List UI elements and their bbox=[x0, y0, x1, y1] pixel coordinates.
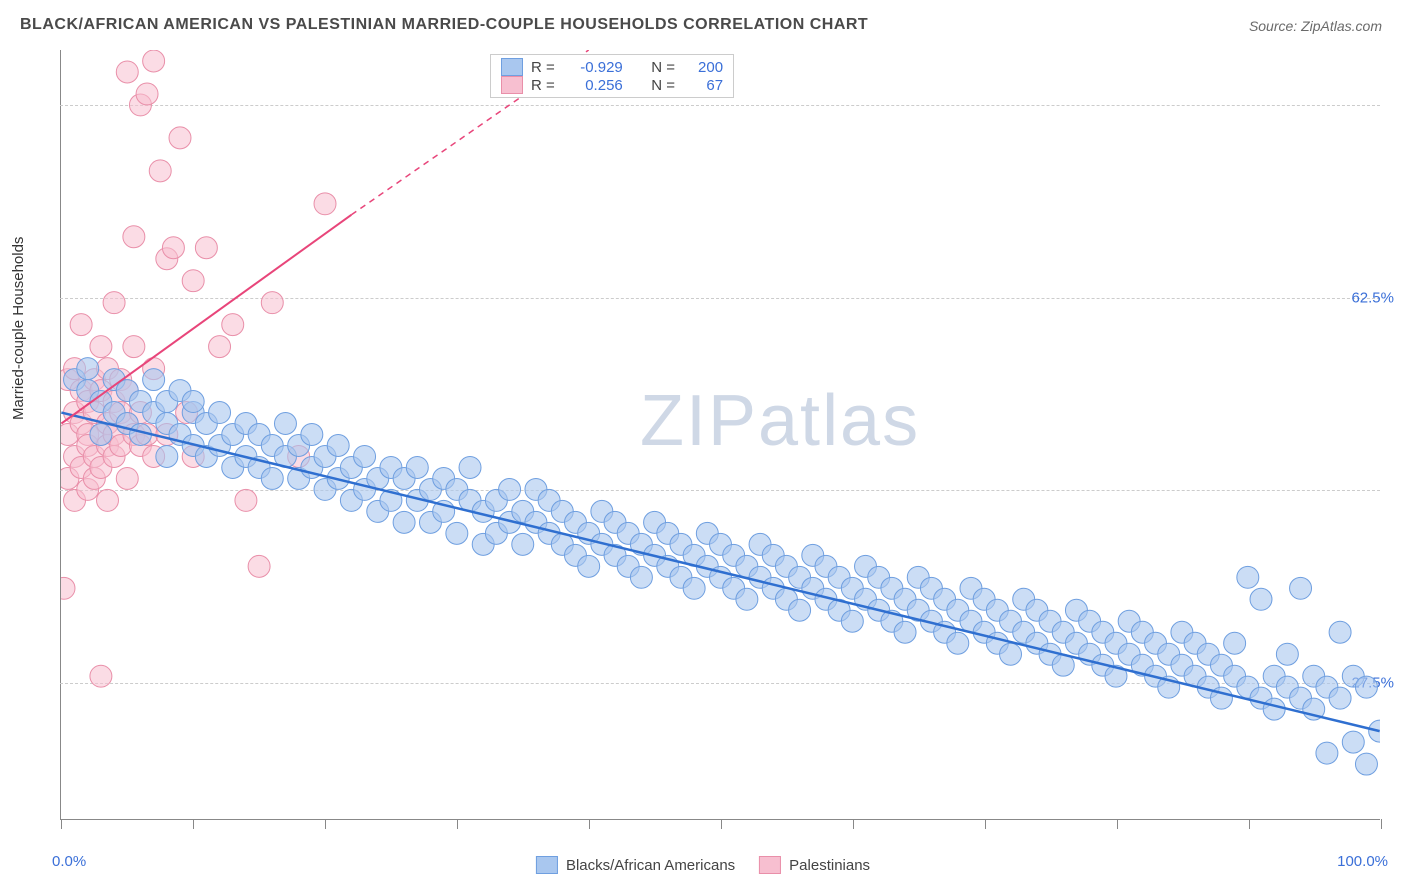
point-blue bbox=[789, 599, 811, 621]
legend-item-pink: Palestinians bbox=[759, 856, 870, 874]
point-blue bbox=[1263, 698, 1285, 720]
point-blue bbox=[301, 424, 323, 446]
legend-stats: R = -0.929 N = 200 R = 0.256 N = 67 bbox=[490, 54, 734, 98]
point-pink bbox=[70, 314, 92, 336]
legend-series: Blacks/African Americans Palestinians bbox=[536, 856, 870, 874]
point-blue bbox=[499, 478, 521, 500]
legend-n-value-pink: 67 bbox=[683, 77, 723, 94]
legend-r-value-pink: 0.256 bbox=[563, 77, 623, 94]
x-tick-mark-40 bbox=[589, 819, 590, 829]
point-blue bbox=[209, 402, 231, 424]
point-pink bbox=[314, 193, 336, 215]
y-axis-label: Married-couple Households bbox=[10, 237, 27, 420]
legend-r-label: R = bbox=[531, 59, 555, 76]
point-blue bbox=[630, 566, 652, 588]
point-pink bbox=[116, 467, 138, 489]
x-tick-100: 100.0% bbox=[1337, 853, 1388, 870]
point-blue bbox=[143, 369, 165, 391]
point-blue bbox=[512, 533, 534, 555]
point-pink bbox=[235, 489, 257, 511]
x-tick-0: 0.0% bbox=[52, 853, 86, 870]
point-blue bbox=[578, 555, 600, 577]
point-blue bbox=[1329, 687, 1351, 709]
legend-r-label: R = bbox=[531, 77, 555, 94]
point-blue bbox=[327, 435, 349, 457]
legend-label-blue: Blacks/African Americans bbox=[566, 857, 735, 874]
point-blue bbox=[77, 358, 99, 380]
point-blue bbox=[354, 445, 376, 467]
point-blue bbox=[841, 610, 863, 632]
plot-area bbox=[60, 50, 1380, 820]
point-pink bbox=[162, 237, 184, 259]
x-tick-mark-90 bbox=[1249, 819, 1250, 829]
point-pink bbox=[209, 336, 231, 358]
x-tick-mark-0 bbox=[61, 819, 62, 829]
legend-n-value-blue: 200 bbox=[683, 59, 723, 76]
point-blue bbox=[274, 413, 296, 435]
point-blue bbox=[1355, 753, 1377, 775]
point-pink bbox=[103, 292, 125, 314]
legend-r-value-blue: -0.929 bbox=[563, 59, 623, 76]
point-pink bbox=[90, 665, 112, 687]
point-pink bbox=[248, 555, 270, 577]
legend-label-pink: Palestinians bbox=[789, 857, 870, 874]
legend-swatch-pink bbox=[759, 856, 781, 874]
point-blue bbox=[90, 424, 112, 446]
x-tick-mark-20 bbox=[325, 819, 326, 829]
point-blue bbox=[459, 456, 481, 478]
legend-swatch-pink bbox=[501, 76, 523, 94]
source-attribution: Source: ZipAtlas.com bbox=[1249, 18, 1382, 34]
point-pink bbox=[195, 237, 217, 259]
point-blue bbox=[1276, 643, 1298, 665]
point-blue bbox=[446, 522, 468, 544]
point-pink bbox=[97, 489, 119, 511]
point-pink bbox=[143, 50, 165, 72]
point-blue bbox=[947, 632, 969, 654]
point-pink bbox=[123, 336, 145, 358]
legend-row-blue: R = -0.929 N = 200 bbox=[501, 58, 723, 76]
point-blue bbox=[1329, 621, 1351, 643]
point-blue bbox=[1290, 577, 1312, 599]
point-blue bbox=[1224, 632, 1246, 654]
chart-title: BLACK/AFRICAN AMERICAN VS PALESTINIAN MA… bbox=[20, 16, 868, 34]
legend-item-blue: Blacks/African Americans bbox=[536, 856, 735, 874]
x-tick-mark-50 bbox=[721, 819, 722, 829]
point-blue bbox=[1250, 588, 1272, 610]
legend-n-label: N = bbox=[651, 77, 675, 94]
legend-swatch-blue bbox=[501, 58, 523, 76]
point-blue bbox=[683, 577, 705, 599]
point-pink bbox=[116, 61, 138, 83]
legend-row-pink: R = 0.256 N = 67 bbox=[501, 76, 723, 94]
point-blue bbox=[156, 445, 178, 467]
point-pink bbox=[169, 127, 191, 149]
point-pink bbox=[90, 336, 112, 358]
point-blue bbox=[736, 588, 758, 610]
chart-svg bbox=[61, 50, 1380, 819]
legend-swatch-blue bbox=[536, 856, 558, 874]
point-blue bbox=[894, 621, 916, 643]
x-tick-mark-60 bbox=[853, 819, 854, 829]
point-pink bbox=[222, 314, 244, 336]
x-tick-mark-100 bbox=[1381, 819, 1382, 829]
legend-n-label: N = bbox=[651, 59, 675, 76]
point-blue bbox=[261, 467, 283, 489]
point-blue bbox=[393, 511, 415, 533]
point-pink bbox=[149, 160, 171, 182]
point-pink bbox=[261, 292, 283, 314]
point-pink bbox=[61, 577, 75, 599]
x-tick-mark-70 bbox=[985, 819, 986, 829]
point-blue bbox=[1342, 731, 1364, 753]
point-pink bbox=[136, 83, 158, 105]
point-pink bbox=[123, 226, 145, 248]
x-tick-mark-80 bbox=[1117, 819, 1118, 829]
point-pink bbox=[182, 270, 204, 292]
point-blue bbox=[1237, 566, 1259, 588]
point-blue bbox=[406, 456, 428, 478]
point-blue bbox=[1355, 676, 1377, 698]
point-blue bbox=[1316, 742, 1338, 764]
x-tick-mark-10 bbox=[193, 819, 194, 829]
x-tick-mark-30 bbox=[457, 819, 458, 829]
point-blue bbox=[1000, 643, 1022, 665]
point-blue bbox=[182, 391, 204, 413]
